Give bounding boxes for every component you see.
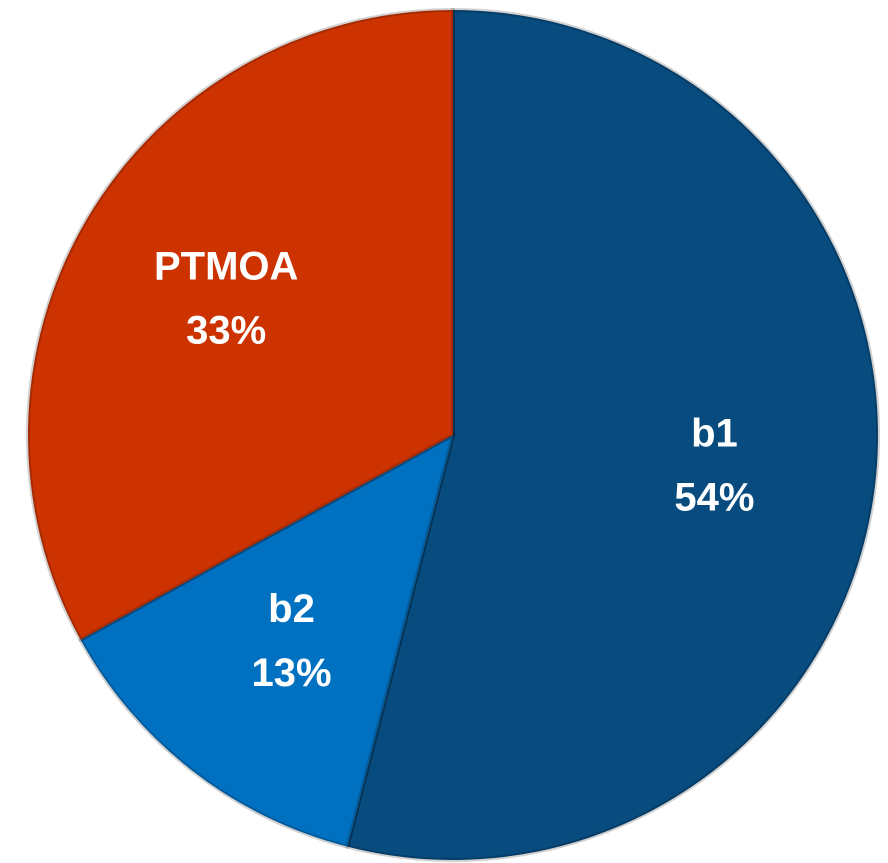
- slice-value-label: 54%: [674, 476, 754, 520]
- slice-category-label: b2: [268, 587, 315, 631]
- pie-slice: [345, 8, 880, 862]
- pie-slice: [26, 8, 455, 642]
- slice-category-label: PTMOA: [154, 244, 298, 288]
- pie-slice: [78, 433, 455, 849]
- slice-category-label: b1: [691, 412, 738, 456]
- slice-value-label: 13%: [251, 651, 331, 695]
- slice-value-label: 33%: [186, 308, 266, 352]
